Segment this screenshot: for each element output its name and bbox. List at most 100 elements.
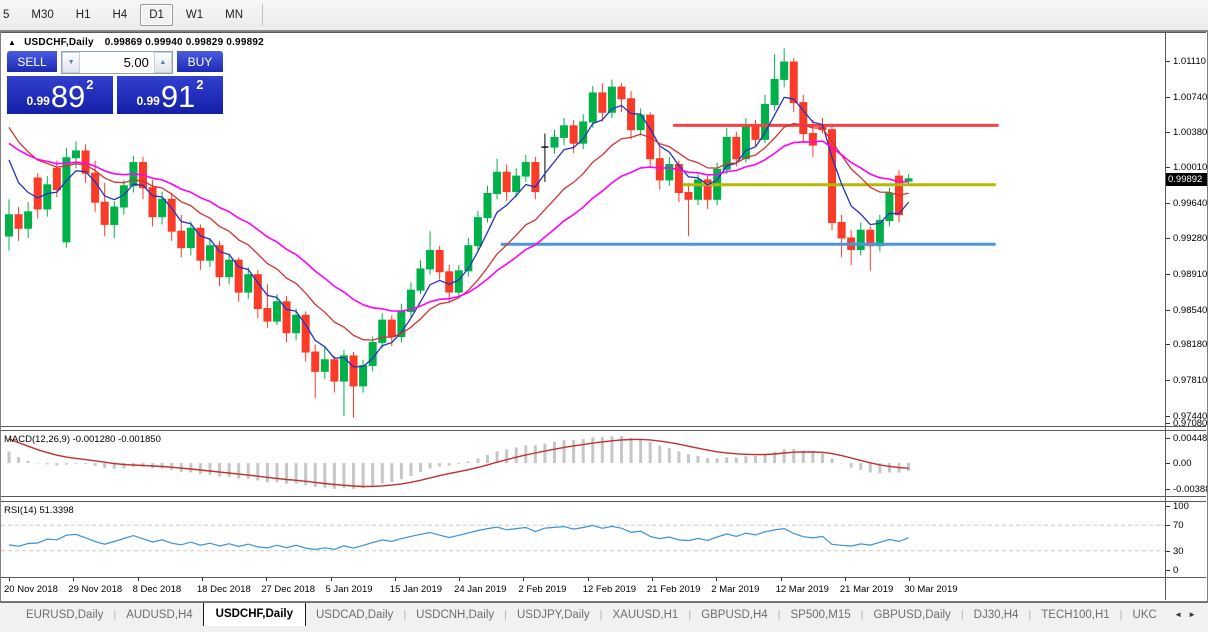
tab-ukc[interactable]: UKC xyxy=(1132,608,1157,621)
date-tick xyxy=(394,578,396,581)
timeframe-button-D1[interactable]: D1 xyxy=(140,4,173,26)
axis-tick xyxy=(1166,237,1170,239)
date-tick xyxy=(587,578,589,581)
price-tick-label: 1.00010 xyxy=(1173,162,1208,174)
hline-objects-layer[interactable] xyxy=(500,123,999,246)
sell-price-button[interactable]: 0.99 89 2 xyxy=(7,76,113,114)
tabs-scroll-right-icon[interactable]: ► xyxy=(1188,610,1202,619)
price-tick-label: 1.00380 xyxy=(1173,126,1208,138)
price-axis-border xyxy=(1165,33,1166,600)
price-tick-label: 0.97810 xyxy=(1173,375,1208,387)
rsi-axis-label: 30 xyxy=(1173,545,1184,557)
date-tick-label: 24 Jan 2019 xyxy=(454,584,507,595)
date-tick-label: 27 Dec 2018 xyxy=(261,584,316,595)
panel-border xyxy=(1,577,1206,578)
tab-usdcnh-daily[interactable]: USDCNH,Daily xyxy=(416,608,495,621)
panel-border xyxy=(1,426,1206,427)
price-tick-label: 0.99280 xyxy=(1173,232,1208,244)
macd-axis-label: 0.004487 xyxy=(1173,433,1208,444)
sell-price-prefix: 0.99 xyxy=(26,94,50,108)
tab-usdjpy-daily[interactable]: USDJPY,Daily xyxy=(516,608,590,621)
toolbar-separator xyxy=(262,4,264,26)
tab-usdchf-daily[interactable]: USDCHF,Daily xyxy=(202,603,306,626)
chart-title: ▲ USDCHF,Daily 0.99869 0.99940 0.99829 0… xyxy=(8,37,264,48)
tab-eurusd-daily[interactable]: EURUSD,Daily xyxy=(26,608,104,621)
buy-price-prefix: 0.99 xyxy=(136,94,160,108)
tab-separator: | xyxy=(688,608,692,621)
buy-price-big: 91 xyxy=(160,79,196,115)
tab-tech100-h1[interactable]: TECH100,H1 xyxy=(1041,608,1110,621)
date-tick-label: 15 Jan 2019 xyxy=(389,584,443,595)
one-click-trading-widget: SELL ▼ 5.00 ▲ BUY 0.99 89 2 0.99 91 2 xyxy=(7,51,223,114)
tab-gbpusd-daily[interactable]: GBPUSD,Daily xyxy=(873,608,951,621)
timeframe-button-MN[interactable]: MN xyxy=(225,9,244,21)
chart-tabs-bar: EURUSD,Daily | AUDUSD,H4 USDCHF,Daily USDCAD… xyxy=(0,602,1208,632)
price-tick-label: 0.98180 xyxy=(1173,339,1208,351)
candles-layer xyxy=(5,48,913,418)
date-tick-label: 12 Mar 2019 xyxy=(775,584,829,595)
fast-ma-line xyxy=(8,96,910,368)
chart-window xyxy=(0,31,1208,602)
price-tick-label: 0.98910 xyxy=(1173,268,1208,280)
tab-audusd-h4[interactable]: AUDUSD,H4 xyxy=(126,608,193,621)
axis-tick xyxy=(1166,423,1170,424)
price-tick-label: 0.99640 xyxy=(1173,198,1208,210)
price-tick-label: 0.97440 xyxy=(1173,410,1208,422)
spinner-up-icon: ▲ xyxy=(159,59,167,66)
rsi-label: RSI(14) 51.3398 xyxy=(4,505,74,516)
tab-separator: | xyxy=(1028,608,1032,621)
tab-separator: | xyxy=(504,608,507,621)
timeframe-button-5[interactable]: 5 xyxy=(3,9,10,21)
axis-tick xyxy=(1166,61,1170,63)
volume-increase-button[interactable]: ▲ xyxy=(153,52,172,73)
tab-usdcad-daily[interactable]: USDCAD,Daily xyxy=(315,608,394,621)
chart-ohlc-values: 0.99869 0.99940 0.99829 0.99892 xyxy=(104,37,264,48)
macd-axis-label: -0.003883 xyxy=(1173,484,1208,495)
tab-separator: | xyxy=(960,608,964,621)
date-tick xyxy=(652,578,653,581)
date-tick xyxy=(716,578,718,581)
rsi-axis-label: 0 xyxy=(1173,565,1179,576)
current-price-badge: 0.99892 xyxy=(1166,172,1207,186)
date-tick-label: 30 Mar 2019 xyxy=(904,584,958,595)
tabs-scroll-left-icon[interactable]: ◄ xyxy=(1174,610,1189,619)
price-tick-label: 1.00740 xyxy=(1173,91,1208,103)
timeframe-toolbar: 5 M30 H1 H4 D1 W1 MN xyxy=(0,0,1208,31)
axis-tick xyxy=(1166,380,1170,382)
buy-price-button[interactable]: 0.99 91 2 xyxy=(117,76,223,114)
price-tick-label: 0.98540 xyxy=(1173,304,1208,316)
timeframe-button-H4[interactable]: H4 xyxy=(112,9,128,21)
buy-button[interactable]: BUY xyxy=(176,51,223,74)
tab-dj30-h4[interactable]: DJ30,H4 xyxy=(973,608,1019,621)
price-tick-label: 1.01110 xyxy=(1173,56,1206,68)
timeframe-button-W1[interactable]: W1 xyxy=(185,9,204,21)
axis-tick xyxy=(1166,167,1170,169)
volume-decrease-button[interactable]: ▼ xyxy=(62,52,81,73)
date-tick xyxy=(844,578,846,581)
date-tick-label: 12 Feb 2019 xyxy=(582,584,637,595)
macd-plot[interactable] xyxy=(1,431,1165,496)
axis-tick xyxy=(1166,525,1170,527)
price-axis: 1.01110 1.00740 1.00380 1.00010 0.99640 0.992… xyxy=(1166,33,1208,600)
main-chart-plot[interactable] xyxy=(1,33,1165,426)
collapse-subwindow-icon[interactable]: ▲ xyxy=(8,38,17,47)
timeframe-button-H1[interactable]: H1 xyxy=(75,9,91,21)
date-tick-label: 2 Mar 2019 xyxy=(711,584,760,595)
timeframe-button-M30[interactable]: M30 xyxy=(31,9,54,21)
sell-button[interactable]: SELL xyxy=(7,51,58,74)
rsi-plot[interactable] xyxy=(1,502,1165,577)
volume-input[interactable]: 5.00 xyxy=(123,55,149,70)
date-tick-label: 29 Nov 2018 xyxy=(68,584,123,595)
date-tick-label: 20 Nov 2018 xyxy=(4,584,58,595)
tab-sp500-m15[interactable]: SP500,M15 xyxy=(790,608,851,621)
tab-separator: | xyxy=(1119,608,1123,621)
panel-border xyxy=(1,430,1206,431)
macd-histogram-layer xyxy=(7,436,911,489)
axis-tick xyxy=(1166,344,1170,346)
date-tick xyxy=(459,578,461,581)
axis-tick xyxy=(1166,415,1170,417)
axis-tick xyxy=(1166,506,1170,507)
tab-xauusd-h1[interactable]: XAUUSD,H1 xyxy=(612,608,679,621)
tab-gbpusd-h4[interactable]: GBPUSD,H4 xyxy=(701,608,768,621)
axis-tick xyxy=(1166,96,1170,98)
